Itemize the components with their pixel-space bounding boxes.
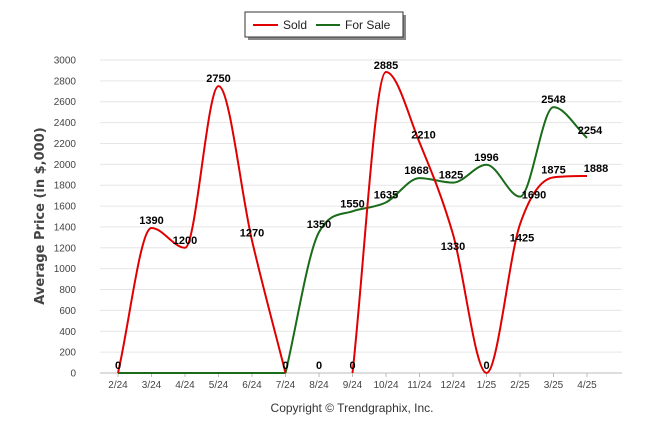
x-tick-label: 12/24 [440,380,465,391]
x-tick-label: 5/24 [209,380,229,391]
sold-data-label: 1330 [441,241,465,253]
x-tick-label: 8/24 [309,380,329,391]
sold-data-label: 1875 [541,164,565,176]
y-axis-ticks: 0 200 400 600 800 1000 1200 1400 1600 1800 2000 220… [54,56,77,380]
y-tick-label: 0 [70,369,76,380]
y-tick-label: 2400 [54,118,77,129]
for-sale-line [284,106,588,374]
legend: Sold For Sale [244,11,406,40]
x-tick-label: 7/24 [276,380,296,391]
sold-data-label: 1390 [139,215,163,227]
for-sale-data-label: 1550 [340,198,364,210]
sold-data-label: 0 [115,360,121,372]
y-tick-label: 2800 [54,76,77,87]
sold-data-label: 1425 [510,232,534,244]
y-tick-label: 1400 [54,222,77,233]
y-tick-label: 1000 [54,264,77,275]
for-sale-data-label: 1825 [439,170,463,182]
y-tick-label: 200 [59,348,76,359]
y-tick-label: 1800 [54,181,77,192]
for-sale-data-label: 2254 [578,125,603,137]
x-axis-ticks: 2/24 3/24 4/24 5/24 6/24 7/24 8/24 9/24 10/24 11/… [108,373,597,391]
x-tick-label: 2/24 [108,380,128,391]
x-tick-label: 11/24 [407,380,432,391]
sold-data-label: 2750 [206,73,230,85]
y-tick-label: 2000 [54,160,77,171]
series-lines [117,70,588,375]
grid-lines [100,59,622,374]
sold-data-label: 2885 [374,60,398,72]
y-axis-label: Average Price (in $,000) [33,127,48,304]
for-sale-data-label: 1868 [404,165,428,177]
sold-data-label: 0 [349,360,355,372]
y-tick-label: 600 [59,306,76,317]
y-tick-label: 400 [59,327,76,338]
sold-line-segment [117,85,287,374]
y-tick-label: 800 [59,285,76,296]
copyright-footer: Copyright © Trendgraphix, Inc. [271,401,434,415]
sold-line-segment [351,70,588,375]
x-tick-label: 6/24 [242,380,262,391]
for-sale-data-label: 1996 [474,152,498,164]
y-tick-label: 1600 [54,202,77,213]
for-sale-data-label: 1690 [522,190,546,202]
x-tick-label: 3/24 [142,380,162,391]
for-sale-data-label: 2548 [541,94,565,106]
y-tick-label: 2200 [54,139,77,150]
x-tick-label: 3/25 [544,380,564,391]
sold-data-label: 0 [282,360,288,372]
sold-data-label: 2210 [411,129,435,141]
sold-data-label: 1270 [240,227,264,239]
sold-data-label: 1200 [173,235,197,247]
for-sale-data-label: 1635 [374,189,398,201]
sold-data-label: 0 [316,360,322,372]
x-tick-label: 4/24 [175,380,195,391]
sold-data-label: 0 [483,360,489,372]
y-tick-label: 2600 [54,97,77,108]
sold-data-label: 1888 [584,163,608,175]
data-labels: 1350 1550 1635 1868 1825 1996 1690 2548 2254 0 139… [115,60,608,372]
legend-sold-label: Sold [283,18,307,32]
x-tick-label: 1/25 [477,380,497,391]
y-tick-label: 3000 [54,56,77,67]
legend-forsale-label: For Sale [345,18,391,32]
x-tick-label: 10/24 [373,380,398,391]
for-sale-data-label: 1350 [307,219,331,231]
x-tick-label: 2/25 [510,380,530,391]
x-tick-label: 4/25 [577,380,597,391]
x-tick-label: 9/24 [343,380,363,391]
y-tick-label: 1200 [54,243,77,254]
